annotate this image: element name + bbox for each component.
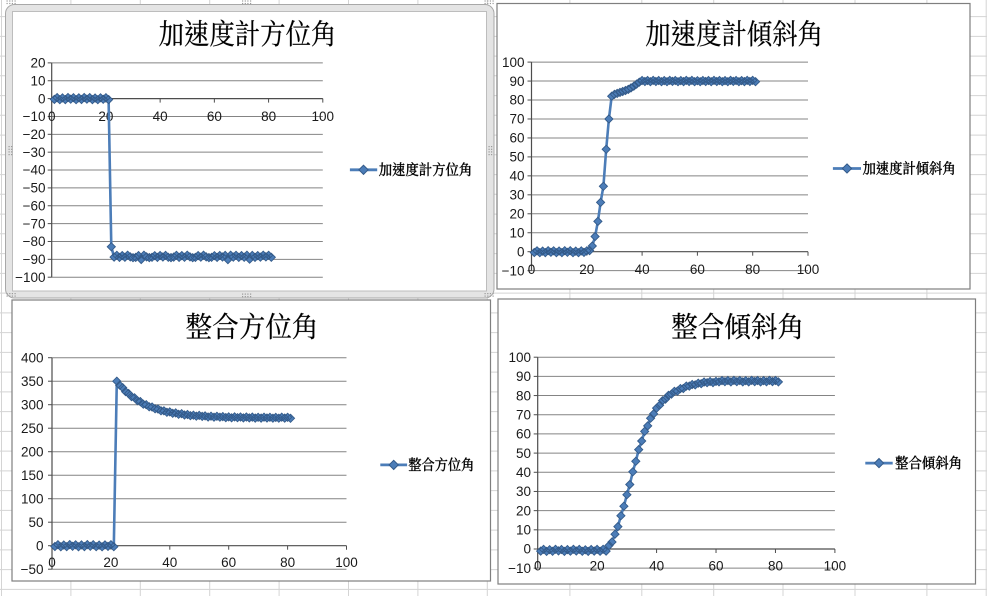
svg-text:−50: −50 [21,562,44,577]
svg-text:60: 60 [709,559,724,574]
svg-text:30: 30 [509,188,524,203]
svg-text:−50: −50 [23,181,46,196]
svg-text:0: 0 [38,91,46,106]
svg-text:100: 100 [508,350,531,365]
svg-text:20: 20 [509,206,524,221]
svg-text:40: 40 [635,262,650,277]
svg-text:100: 100 [824,559,847,574]
svg-text:60: 60 [690,262,705,277]
svg-text:40: 40 [509,169,524,184]
svg-text:100: 100 [797,262,820,277]
svg-text:20: 20 [590,559,605,574]
svg-text:20: 20 [103,555,118,570]
svg-text:10: 10 [30,73,45,88]
svg-text:−20: −20 [23,127,46,142]
svg-text:40: 40 [516,465,531,480]
svg-text:80: 80 [280,555,295,570]
svg-text:50: 50 [28,515,43,530]
svg-text:30: 30 [516,484,531,499]
svg-text:60: 60 [509,131,524,146]
svg-text:0: 0 [528,262,536,277]
svg-text:−100: −100 [15,270,45,285]
svg-text:−40: −40 [23,163,46,178]
svg-text:60: 60 [207,109,222,124]
svg-text:0: 0 [48,555,56,570]
svg-text:80: 80 [768,559,783,574]
svg-text:60: 60 [221,555,236,570]
svg-text:20: 20 [30,56,45,71]
svg-text:70: 70 [516,407,531,422]
svg-text:80: 80 [509,93,524,108]
svg-text:80: 80 [516,388,531,403]
svg-text:100: 100 [502,55,525,70]
svg-text:400: 400 [21,350,44,365]
svg-text:−10: −10 [502,263,525,278]
svg-text:0: 0 [523,542,531,557]
svg-text:−70: −70 [23,216,46,231]
svg-text:90: 90 [509,74,524,89]
svg-text:10: 10 [516,523,531,538]
svg-text:100: 100 [335,555,358,570]
svg-text:100: 100 [21,491,44,506]
svg-text:0: 0 [534,559,542,574]
svg-text:0: 0 [36,538,44,553]
svg-text:−30: −30 [23,145,46,160]
svg-text:−60: −60 [23,198,46,213]
svg-text:350: 350 [21,374,44,389]
svg-text:40: 40 [649,559,664,574]
svg-text:70: 70 [509,112,524,127]
svg-text:10: 10 [509,225,524,240]
svg-text:250: 250 [21,421,44,436]
svg-text:−10: −10 [23,109,46,124]
svg-text:60: 60 [516,427,531,442]
svg-text:90: 90 [516,369,531,384]
svg-text:50: 50 [516,446,531,461]
svg-text:80: 80 [261,109,276,124]
svg-text:20: 20 [579,262,594,277]
svg-text:80: 80 [745,262,760,277]
svg-text:40: 40 [162,555,177,570]
svg-text:100: 100 [312,109,335,124]
svg-text:0: 0 [517,244,525,259]
svg-text:20: 20 [98,109,113,124]
svg-text:0: 0 [48,109,56,124]
svg-text:−90: −90 [23,252,46,267]
svg-text:20: 20 [516,503,531,518]
svg-text:300: 300 [21,397,44,412]
svg-text:−80: −80 [23,234,46,249]
svg-text:50: 50 [509,150,524,165]
svg-text:−10: −10 [508,561,531,576]
svg-text:200: 200 [21,444,44,459]
svg-text:40: 40 [153,109,168,124]
svg-text:150: 150 [21,468,44,483]
